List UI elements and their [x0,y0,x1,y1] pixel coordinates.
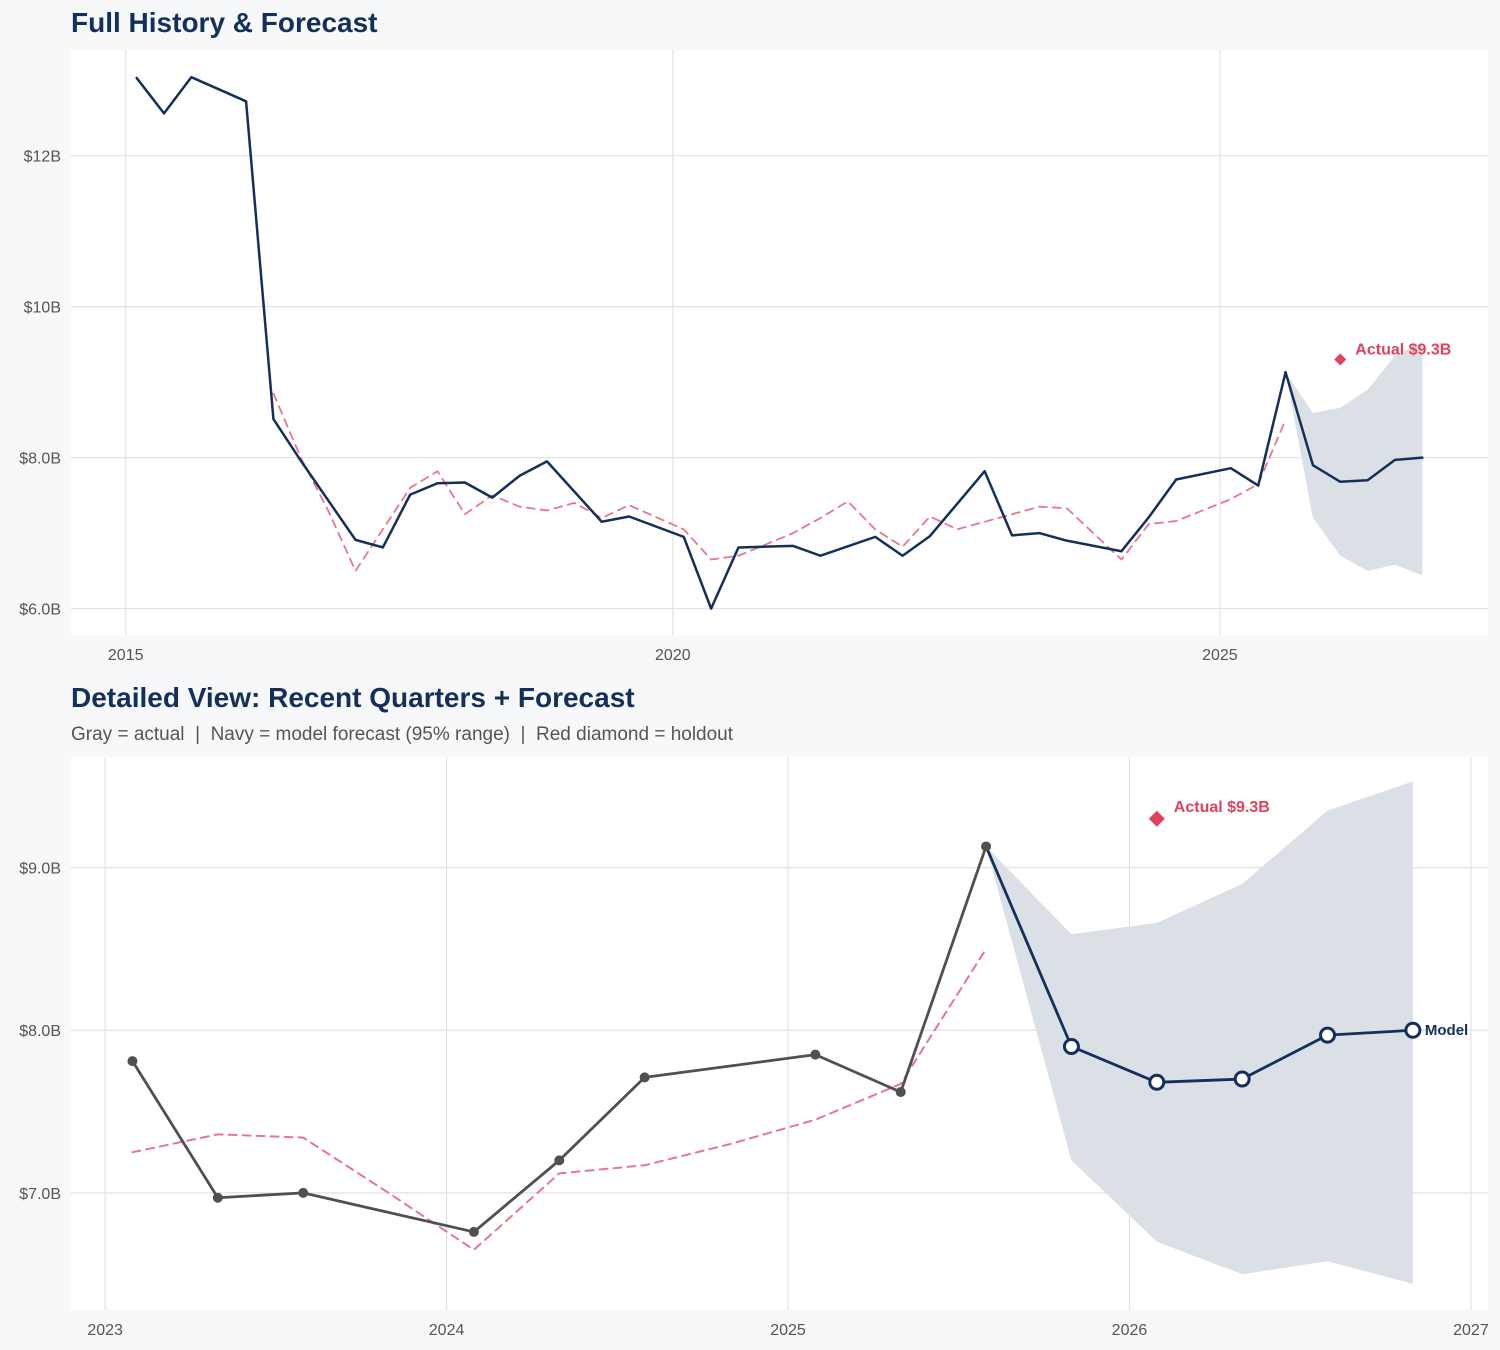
chart-full-history: Full History & Forecast Actual $9.3B $6.… [19,7,1488,664]
plot-panel [71,50,1488,635]
holdout-label: Actual $9.3B [1174,799,1270,816]
holdout-diamond [1334,353,1347,366]
forecast-point [1062,1038,1080,1056]
holdout-diamond [1148,810,1165,827]
axis-ticks: $7.0B $8.0B $9.0B 2023 2024 2025 2026 2027 [19,861,1489,1339]
y-tick-label: $8.0B [19,1023,61,1040]
x-tick-label: 2026 [1112,1322,1148,1339]
actual-point [554,1155,565,1166]
actual-point [212,1192,223,1203]
x-tick-label: 2025 [770,1322,806,1339]
series-line-fitted [272,392,1287,572]
model-end-label: Model [1425,1022,1468,1039]
chart-title: Detailed View: Recent Quarters + Forecas… [71,682,635,713]
actual-point [810,1049,821,1060]
chart-title: Full History & Forecast [71,7,378,38]
forecast-point [1233,1070,1251,1088]
series-lines [135,75,1424,610]
y-tick-label: $7.0B [19,1186,61,1203]
series-line-actual [135,75,1287,610]
y-tick-label: $6.0B [19,602,61,619]
y-tick-label: $12B [24,149,61,166]
chart-detailed-view: Detailed View: Recent Quarters + Forecas… [19,682,1489,1339]
series-line-model [984,845,1415,1084]
series-line-model [1284,371,1424,484]
forecast-band [986,781,1413,1284]
forecast-point [1404,1021,1422,1039]
annotations: Actual $9.3B Model [1174,799,1468,1039]
x-tick-label: 2027 [1453,1322,1489,1339]
x-tick-label: 2023 [87,1322,123,1339]
actual-point [127,1056,138,1067]
forecast-band-area [986,781,1413,1284]
actual-point [298,1187,309,1198]
holdout-label: Actual $9.3B [1355,341,1451,358]
annotations: Actual $9.3B [1355,341,1451,358]
x-tick-label: 2024 [429,1322,465,1339]
y-tick-label: $8.0B [19,451,61,468]
actual-point [981,841,992,852]
grid [71,50,1488,635]
forecast-band [1285,342,1423,576]
actual-point [639,1072,650,1083]
axis-ticks: $6.0B $8.0B $10B $12B 2015 2020 2025 [19,149,1238,664]
actual-point [895,1087,906,1098]
series-line-fitted [131,947,988,1251]
actual-point [468,1226,479,1237]
x-tick-label: 2020 [655,647,691,664]
forecast-band-area [1285,342,1423,576]
y-tick-label: $10B [24,300,61,317]
series-markers [1334,353,1347,366]
forecast-point [1148,1073,1166,1091]
chart-subtitle: Gray = actual | Navy = model forecast (9… [71,724,734,745]
x-tick-label: 2025 [1202,647,1238,664]
y-tick-label: $9.0B [19,861,61,878]
x-tick-label: 2015 [108,647,144,664]
forecast-point [1319,1026,1337,1044]
series-markers [127,810,1422,1237]
